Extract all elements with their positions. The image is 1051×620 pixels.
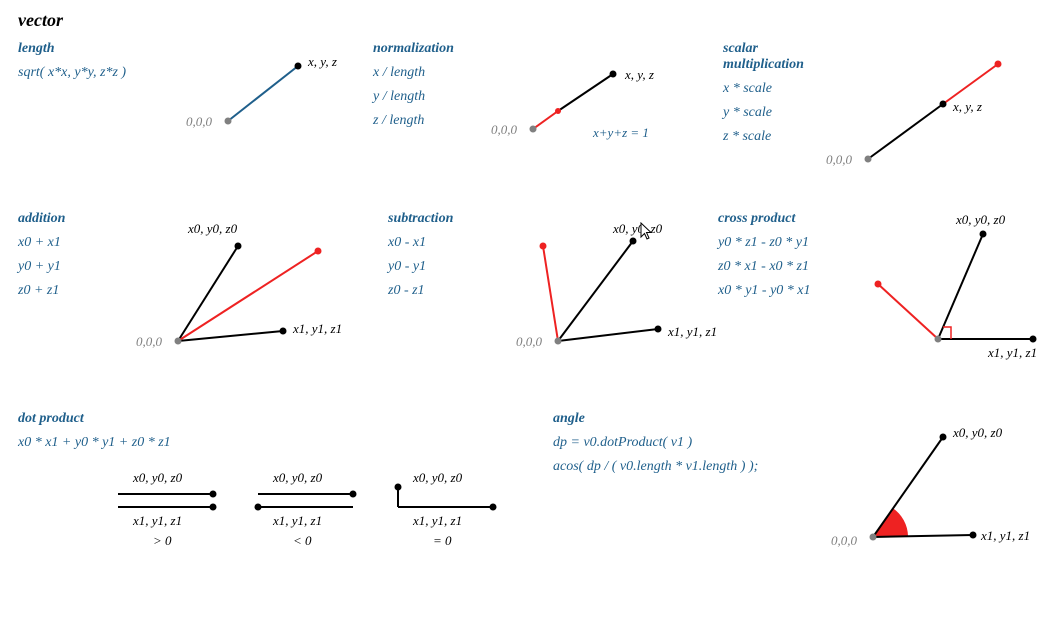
- label-v1: x1, y1, z1: [667, 324, 717, 339]
- row-1: length sqrt( x*x, y*y, z*z ) 0,0,0 x, y,…: [18, 41, 1033, 171]
- label-v0: x0, y0, z0: [272, 470, 323, 485]
- section-dot: dot product x0 * x1 + y0 * y1 + z0 * z1 …: [18, 411, 553, 561]
- label-v1: x1, y1, z1: [980, 528, 1030, 543]
- formula-angle-1: dp = v0.dotProduct( v1 ): [553, 431, 823, 455]
- label-tip: x, y, z: [624, 67, 654, 82]
- diagram-addition: 0,0,0 x0, y0, z0 x1, y1, z1: [108, 211, 388, 361]
- formula-add-z: z0 + z1: [18, 279, 108, 303]
- label-result: = 0: [433, 533, 452, 548]
- label-tip: x, y, z: [307, 54, 337, 69]
- label-v0: x0, y0, z0: [132, 470, 183, 485]
- label-origin: 0,0,0: [831, 533, 858, 548]
- label-v0: x0, y0, z0: [187, 221, 238, 236]
- label-origin: 0,0,0: [516, 334, 543, 349]
- label-v0: x0, y0, z0: [952, 425, 1003, 440]
- label-v0: x0, y0, z0: [412, 470, 463, 485]
- formula-cross-3: x0 * y1 - y0 * x1: [718, 279, 858, 303]
- diagram-length: 0,0,0 x, y, z: [173, 41, 373, 141]
- section-angle: angle dp = v0.dotProduct( v1 ) acos( dp …: [553, 411, 1033, 561]
- label-v1: x1, y1, z1: [292, 321, 342, 336]
- section-normalization: normalization x / length y / length z / …: [373, 41, 723, 171]
- heading-normalization: normalization: [373, 41, 483, 57]
- formula-sub-y: y0 - y1: [388, 255, 488, 279]
- heading-cross: cross product: [718, 211, 858, 227]
- heading-angle: angle: [553, 411, 823, 427]
- diagram-dot-zero: x0, y0, z0 x1, y1, z1 = 0: [378, 467, 518, 557]
- label-origin: 0,0,0: [491, 122, 518, 137]
- section-addition: addition x0 + x1 y0 + y1 z0 + z1 0,0,0 x…: [18, 211, 388, 371]
- formula-scalar-y: y * scale: [723, 101, 823, 125]
- section-scalar: scalar multiplication x * scale y * scal…: [723, 41, 1033, 171]
- label-tip: x, y, z: [952, 99, 982, 114]
- formula-add-x: x0 + x1: [18, 231, 108, 255]
- formula-sub-x: x0 - x1: [388, 231, 488, 255]
- label-origin: 0,0,0: [186, 114, 213, 129]
- diagram-angle: 0,0,0 x0, y0, z0 x1, y1, z1: [823, 411, 1033, 561]
- label-v0: x0, y0, z0: [955, 212, 1006, 227]
- row-2: addition x0 + x1 y0 + y1 z0 + z1 0,0,0 x…: [18, 211, 1033, 371]
- diagram-subtraction: 0,0,0 x0, y0, z0 x1, y1, z1: [488, 211, 718, 361]
- formula-norm-x: x / length: [373, 61, 483, 85]
- heading-scalar: scalar multiplication: [723, 41, 823, 73]
- formula-angle-2: acos( dp / ( v0.length * v1.length ) );: [553, 455, 823, 479]
- label-origin: 0,0,0: [826, 152, 853, 167]
- label-v0: x0, y0, z0: [612, 221, 663, 236]
- label-v1: x1, y1, z1: [272, 513, 322, 528]
- diagram-dot-neg: x0, y0, z0 x1, y1, z1 < 0: [238, 467, 378, 557]
- formula-dot: x0 * x1 + y0 * y1 + z0 * z1: [18, 431, 171, 455]
- label-v1: x1, y1, z1: [412, 513, 462, 528]
- formula-cross-1: y0 * z1 - z0 * y1: [718, 231, 858, 255]
- label-origin: 0,0,0: [136, 334, 163, 349]
- heading-length: length: [18, 41, 173, 57]
- label-result: < 0: [293, 533, 312, 548]
- formula-cross-2: z0 * x1 - x0 * z1: [718, 255, 858, 279]
- formula-norm-y: y / length: [373, 85, 483, 109]
- section-subtraction: subtraction x0 - x1 y0 - y1 z0 - z1 0,0,…: [388, 211, 718, 371]
- label-v1: x1, y1, z1: [987, 345, 1037, 360]
- heading-dot: dot product: [18, 411, 84, 427]
- heading-subtraction: subtraction: [388, 211, 488, 227]
- row-3: dot product x0 * x1 + y0 * y1 + z0 * z1 …: [18, 411, 1033, 561]
- diagram-scalar: 0,0,0 x, y, z: [823, 41, 1033, 171]
- heading-addition: addition: [18, 211, 108, 227]
- label-result: > 0: [153, 533, 172, 548]
- label-constraint: x+y+z = 1: [592, 125, 649, 140]
- diagram-cross: x0, y0, z0 x1, y1, z1: [858, 211, 1048, 371]
- diagram-dot-pos: x0, y0, z0 x1, y1, z1 > 0: [98, 467, 238, 557]
- section-cross: cross product y0 * z1 - z0 * y1 z0 * x1 …: [718, 211, 1048, 371]
- formula-sub-z: z0 - z1: [388, 279, 488, 303]
- diagram-normalization: 0,0,0 x, y, z x+y+z = 1: [483, 41, 723, 151]
- formula-scalar-x: x * scale: [723, 77, 823, 101]
- page-title: vector: [18, 10, 1033, 31]
- formula-length: sqrt( x*x, y*y, z*z ): [18, 61, 173, 85]
- label-v1: x1, y1, z1: [132, 513, 182, 528]
- formula-scalar-z: z * scale: [723, 125, 823, 149]
- formula-add-y: y0 + y1: [18, 255, 108, 279]
- formula-norm-z: z / length: [373, 109, 483, 133]
- section-length: length sqrt( x*x, y*y, z*z ) 0,0,0 x, y,…: [18, 41, 373, 171]
